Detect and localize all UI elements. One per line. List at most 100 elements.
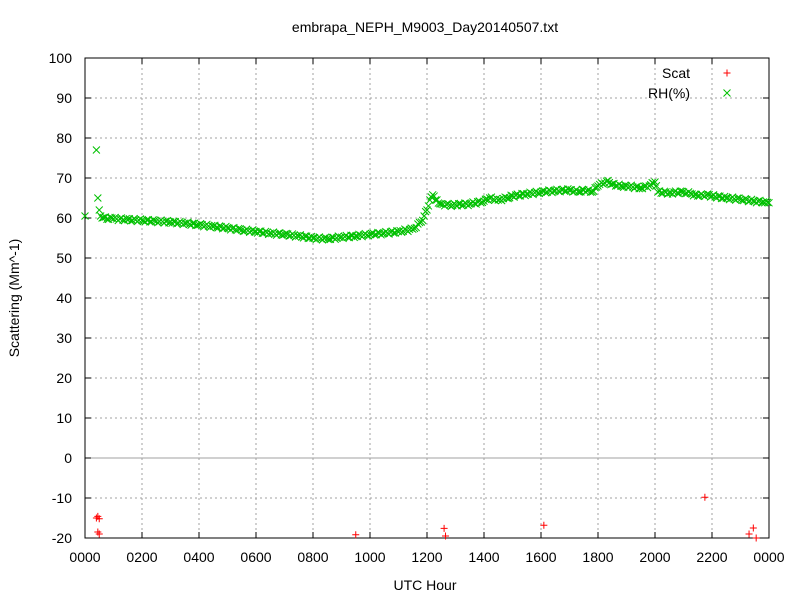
rh-point [410,224,419,233]
y-axis-label: Scattering (Mm^-1) [6,239,22,358]
rh-point [699,191,707,200]
rh-point [599,180,607,188]
scat-point [95,515,103,523]
rh-point [533,189,542,197]
rh-point [207,221,216,230]
scat-point [749,524,757,532]
rh-point [285,232,294,241]
rh-point [427,193,436,201]
rh-point [735,194,743,202]
rh-point [476,198,485,207]
rh-point [95,206,104,214]
rh-point [172,219,181,228]
scat-point [440,524,448,532]
rh-point [421,207,430,216]
scat-point [92,514,100,522]
y-tick-label: 50 [56,250,72,266]
y-tick-label: -10 [52,490,72,506]
rh-point [757,198,766,207]
y-tick-label: 20 [56,370,72,386]
x-axis-label: UTC Hour [393,577,456,593]
scat-point [745,530,753,538]
y-tick-label: 90 [56,90,72,106]
rh-point [591,183,600,192]
rh-point [691,190,699,199]
x-tick-label: 1400 [468,549,499,565]
x-tick-label: 1600 [525,549,556,565]
rh-point [362,231,371,240]
x-tick-label: 1000 [354,549,385,565]
rh-point [569,188,577,196]
legend-label-scat: Scat [662,65,690,81]
x-tick-label: 2000 [639,549,670,565]
y-tick-label: 30 [56,330,72,346]
rh-point [420,212,429,220]
rh-point [418,216,427,225]
x-tick-label: 0400 [183,549,214,565]
rh-point [127,217,135,225]
rh-point [81,212,89,220]
rh-point [652,181,661,190]
x-tick-label: 1800 [582,549,613,565]
scat-point [442,532,450,540]
rh-point [320,234,328,242]
y-tick-label: 40 [56,290,72,306]
rh-point [514,192,523,200]
plot-border [84,57,770,539]
scat-point [540,521,548,529]
rh-point [165,218,173,227]
y-tick-label: 100 [49,50,73,66]
rh-point [389,229,398,237]
rh-point [733,194,742,203]
rh-point [481,195,490,204]
rh-point [374,228,382,237]
grid-layer [85,58,769,538]
y-tick-label: 70 [56,170,72,186]
series-rh [81,146,773,244]
rh-point [293,231,302,240]
rh-point [678,187,686,196]
rh-point [676,187,685,196]
chart-title: embrapa_NEPH_M9003_Day20140507.txt [292,19,558,35]
rh-point [277,231,286,239]
x-tick-label: 0600 [240,549,271,565]
rh-point [635,184,644,193]
scat-point [701,493,709,501]
y-tick-label: -20 [52,530,72,546]
rh-point [435,199,444,208]
rh-point [686,189,695,198]
data-layer [81,146,773,542]
y-tick-label: 0 [64,450,72,466]
rh-point [393,226,401,235]
x-tick-label: 0000 [753,549,784,565]
rh-point [442,200,451,209]
rh-point [149,215,157,224]
legend-marker-rh [723,89,731,97]
legend-layer: Scat RH(%) [648,65,731,101]
rh-point [188,219,197,228]
scat-point [95,530,103,538]
rh-point [560,187,569,196]
rh-point [92,146,101,154]
x-tick-label: 1200 [411,549,442,565]
y-tick-label: 10 [56,410,72,426]
legend-marker-scat [723,69,731,77]
rh-point [364,231,373,240]
rh-point [218,224,227,233]
series-scat [92,493,760,542]
rh-point [122,214,131,223]
rh-point [700,192,709,201]
rh-point [301,232,309,240]
y-tick-label: 80 [56,130,72,146]
rh-point [108,214,116,222]
rh-point [430,192,438,200]
scat-point [352,531,360,539]
rh-point [324,235,333,244]
rh-point [234,224,243,233]
x-tick-label: 2200 [696,549,727,565]
rh-point [93,194,102,202]
x-tick-label: 0000 [69,549,100,565]
